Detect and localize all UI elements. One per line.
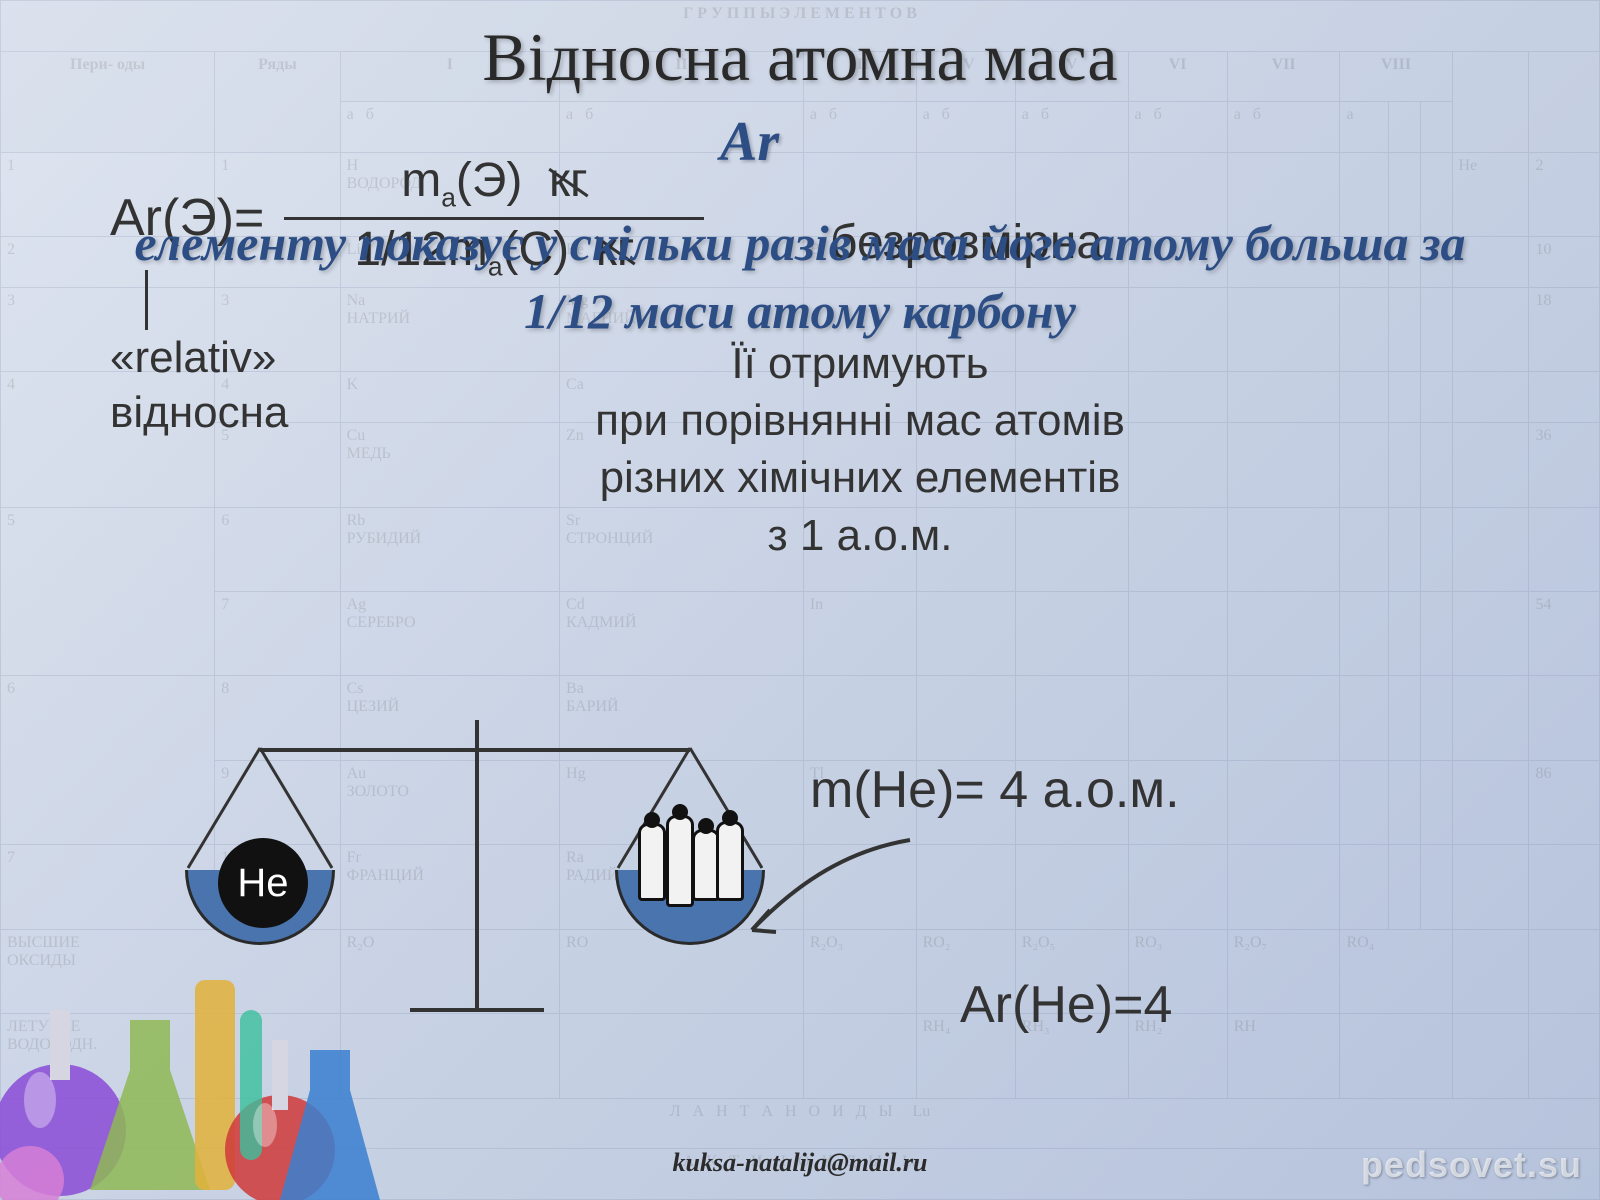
obtain-text: Її отримують при порівнянні мас атомів р… [500,335,1220,564]
definition-text: елементу показує у скільки разів маса йо… [90,210,1510,345]
relativ-note: «relativ» відносна [110,330,288,440]
scale-stand [475,748,479,1008]
slide-content: Відносна атомна маса Ar Ar(Э)= mа(Э) кг … [0,0,1600,1200]
amu-weights [638,815,748,915]
formula-numerator: mа(Э) кг [401,155,587,213]
relativ-translation: відносна [110,385,288,440]
weight-2 [666,815,694,907]
ar-he-label: Ar(He)=4 [960,975,1172,1035]
m-he-label: m(He)= 4 а.о.м. [810,760,1180,820]
weight-1 [638,823,666,901]
slide-title: Відносна атомна маса [0,18,1600,97]
ar-symbol-overlay: Ar [720,110,779,174]
unit-kg-struck: кг [549,154,588,207]
watermark: pedsovet.su [1361,1144,1582,1186]
arrow-to-weights [740,830,920,950]
scale-base [410,1008,544,1012]
